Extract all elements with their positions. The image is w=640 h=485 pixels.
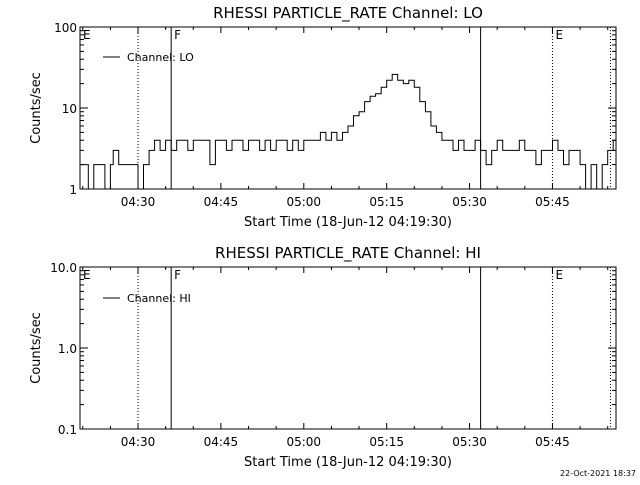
marker-label: F (174, 268, 181, 282)
legend-label: Channel: HI (127, 292, 191, 305)
y-axis-label: Counts/sec (29, 312, 44, 384)
corner-label: E (83, 28, 91, 42)
marker-label: F (174, 28, 181, 42)
y-tick-label: 1.0 (58, 342, 77, 356)
x-tick-label: 04:30 (121, 195, 156, 209)
y-tick-label: 10.0 (50, 261, 77, 275)
x-axis-label: Start Time (18-Jun-12 04:19:30) (244, 455, 452, 470)
x-tick-label: 05:15 (369, 195, 404, 209)
x-tick-label: 05:15 (369, 435, 404, 449)
x-tick-label: 05:00 (286, 435, 321, 449)
corner-label: E (83, 268, 91, 282)
x-tick-label: 04:45 (204, 435, 239, 449)
x-tick-label: 05:30 (452, 435, 487, 449)
y-tick-label: 1 (69, 183, 77, 197)
panel-lo: RHESSI PARTICLE_RATE Channel: LO Counts/… (29, 4, 617, 230)
x-axis-label: Start Time (18-Jun-12 04:19:30) (244, 215, 452, 230)
x-tick-label: 04:45 (204, 195, 239, 209)
panel-hi: RHESSI PARTICLE_RATE Channel: HI Counts/… (29, 244, 617, 470)
x-tick-label: 04:30 (121, 435, 156, 449)
x-tick-label: 05:45 (535, 435, 570, 449)
y-axis-label: Counts/sec (29, 72, 44, 144)
chart-title: RHESSI PARTICLE_RATE Channel: HI (215, 244, 481, 263)
chart-title: RHESSI PARTICLE_RATE Channel: LO (213, 4, 483, 23)
y-tick-label: 10 (62, 102, 77, 116)
series-line (80, 73, 617, 190)
marker-label: E (555, 28, 563, 42)
legend-label: Channel: LO (127, 51, 194, 64)
x-tick-label: 05:00 (286, 195, 321, 209)
x-tick-label: 05:45 (535, 195, 570, 209)
marker-label: E (555, 268, 563, 282)
timestamp: 22-Oct-2021 18:37 (560, 469, 636, 478)
x-tick-label: 05:30 (452, 195, 487, 209)
y-tick-label: 100 (54, 21, 77, 35)
y-tick-label: 0.1 (58, 423, 77, 437)
